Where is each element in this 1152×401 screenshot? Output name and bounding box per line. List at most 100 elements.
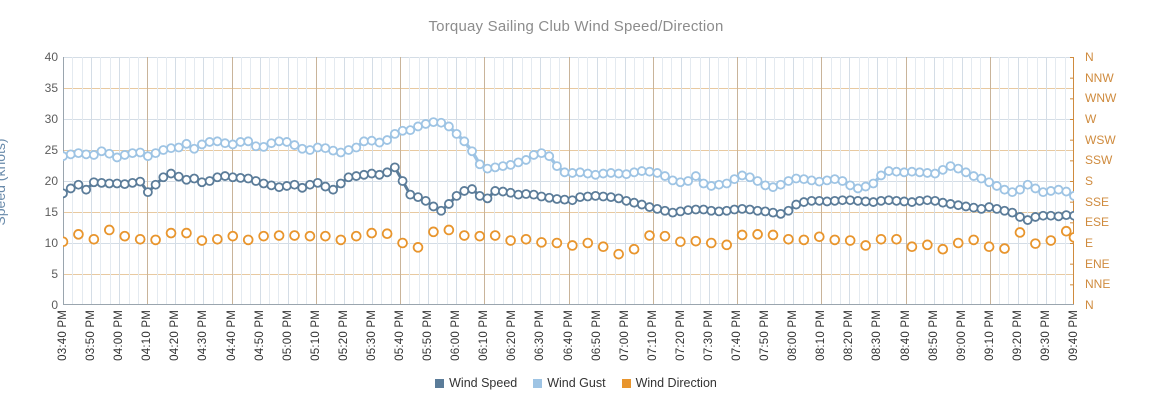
x-axis-tick-label: 08:30 PM [871, 310, 884, 361]
data-point [783, 233, 794, 245]
data-point [381, 228, 393, 240]
data-point [104, 224, 115, 236]
data-point [806, 175, 817, 186]
data-point [729, 174, 740, 185]
x-axis-tick-label: 06:40 PM [562, 310, 575, 361]
data-point [474, 230, 486, 242]
data-point [297, 182, 308, 193]
data-point [104, 178, 115, 189]
data-point [837, 176, 848, 186]
data-point [698, 178, 709, 189]
data-point [281, 181, 292, 191]
data-point [1068, 232, 1074, 243]
data-point [914, 167, 925, 178]
data-point [844, 235, 856, 246]
data-point [489, 230, 501, 241]
data-point [104, 148, 115, 159]
data-point [374, 169, 385, 180]
data-point [119, 230, 131, 242]
data-point [544, 192, 555, 203]
data-point [636, 199, 647, 210]
x-axis-tick-label: 05:10 PM [309, 310, 322, 361]
data-point [575, 167, 585, 178]
data-point [597, 241, 609, 253]
data-point [96, 146, 107, 157]
data-point [312, 177, 323, 188]
data-point [281, 137, 292, 147]
x-axis-tick-label: 05:40 PM [394, 310, 406, 361]
y-axis-right-tick-label: NNE [1085, 277, 1111, 292]
data-point [606, 192, 616, 203]
data-point [474, 159, 485, 170]
data-point [436, 117, 447, 128]
data-point [552, 194, 562, 204]
data-point [235, 137, 246, 147]
data-point [768, 207, 778, 218]
data-point [876, 195, 886, 206]
legend-item-wind-speed[interactable]: Wind Speed [435, 376, 517, 390]
data-point [1069, 210, 1074, 221]
data-point [289, 179, 300, 190]
y-axis-right-tick-label: N [1085, 50, 1094, 64]
y-axis-left-tick-label: 25 [44, 143, 58, 157]
data-point [428, 201, 439, 212]
data-point [613, 193, 624, 204]
legend-item-wind-direction[interactable]: Wind Direction [621, 376, 717, 390]
plot-area [63, 57, 1074, 305]
data-point [582, 168, 593, 179]
data-point [366, 168, 377, 179]
data-point [945, 199, 956, 209]
data-point [165, 227, 177, 239]
data-point [952, 237, 964, 249]
data-point [166, 143, 176, 154]
data-point [1045, 186, 1056, 196]
data-point [791, 199, 802, 210]
x-axis-tick-label: 05:50 PM [422, 310, 435, 361]
legend-item-wind-gust[interactable]: Wind Gust [533, 376, 606, 390]
data-point [405, 125, 416, 136]
data-point [875, 233, 887, 245]
data-point [667, 207, 678, 218]
data-point [937, 197, 948, 208]
data-point [876, 170, 886, 181]
data-point [1007, 187, 1018, 198]
data-point [968, 171, 979, 181]
data-point [413, 192, 423, 203]
data-point [397, 176, 408, 186]
data-point [791, 173, 802, 184]
data-point [814, 176, 825, 187]
data-point [134, 233, 146, 245]
data-point [112, 178, 122, 189]
data-point [706, 205, 717, 216]
data-point [428, 117, 439, 127]
data-point [197, 139, 207, 150]
data-point [868, 178, 879, 189]
data-point [752, 176, 763, 186]
data-point [467, 146, 477, 157]
y-axis-right-tick-label: WSW [1085, 132, 1116, 147]
x-axis-tick-label: 04:10 PM [141, 310, 154, 361]
data-point [705, 237, 717, 249]
data-point [729, 204, 740, 215]
data-point [922, 195, 933, 206]
x-axis-tick-label: 03:50 PM [85, 310, 98, 361]
data-point [73, 179, 84, 190]
x-axis-tick-label: 06:30 PM [534, 310, 547, 361]
data-point [251, 141, 261, 152]
data-point [235, 173, 246, 183]
data-point [660, 205, 670, 216]
data-point [559, 194, 570, 205]
data-point [976, 203, 987, 214]
data-point [806, 195, 817, 206]
data-point [621, 169, 632, 180]
data-point [366, 135, 377, 146]
data-point [63, 236, 69, 248]
data-point [305, 179, 315, 190]
x-axis-tick-label: 07:00 PM [618, 310, 631, 361]
data-point [582, 191, 593, 202]
data-point [636, 166, 647, 176]
y-axis-right-tick-label: SSW [1085, 153, 1113, 168]
y-axis-left-ticks: 0 5 10 15 20 25 30 35 40 [26, 50, 58, 312]
y-axis-right-tick-label: E [1085, 236, 1094, 250]
data-point [536, 148, 547, 158]
